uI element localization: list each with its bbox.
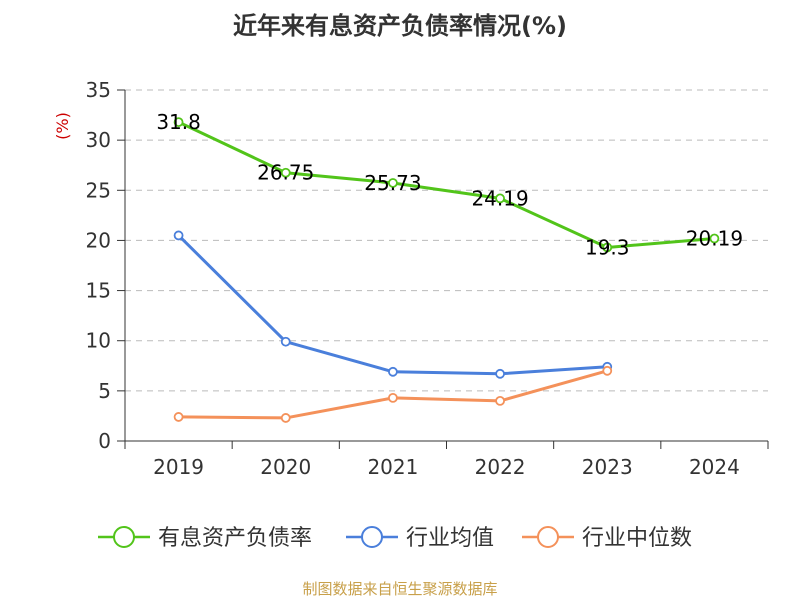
data-label: 25.73 <box>364 171 421 195</box>
data-label: 31.8 <box>156 110 201 134</box>
data-point <box>602 242 613 253</box>
x-tick-label: 2020 <box>260 455 311 479</box>
y-tick-label: 5 <box>98 379 111 403</box>
x-tick-label: 2022 <box>475 455 526 479</box>
y-tick-label: 30 <box>86 128 111 152</box>
data-point <box>388 178 398 188</box>
data-point <box>709 233 720 244</box>
y-tick-label: 25 <box>86 178 111 202</box>
data-label: 19.3 <box>585 235 630 259</box>
x-tick-label: 2019 <box>153 455 204 479</box>
data-point <box>388 392 398 403</box>
data-point <box>173 117 184 127</box>
data-point <box>280 167 291 178</box>
legend-marker <box>113 526 135 548</box>
data-point <box>173 412 184 422</box>
gridlines <box>125 89 768 392</box>
data-point <box>602 365 613 376</box>
y-axis-unit: (%) <box>53 112 72 140</box>
y-tick-label: 10 <box>86 329 111 353</box>
data-point <box>495 193 505 204</box>
data-point <box>280 336 291 347</box>
data-point <box>495 395 505 406</box>
legend-label: 行业中位数 <box>582 526 692 551</box>
legend-label: 有息资产负债率 <box>158 526 312 551</box>
chart-title: 近年来有息资产负债率情况(%) <box>233 12 567 40</box>
legend: 有息资产负债率 行业均值 行业中位数 <box>98 526 692 551</box>
y-tick-label: 15 <box>86 279 111 303</box>
y-tick-label: 0 <box>98 429 111 453</box>
data-point <box>388 366 398 377</box>
data-label: 20.19 <box>686 227 743 251</box>
series-line <box>177 234 608 376</box>
y-tick-label: 35 <box>86 78 111 102</box>
data-point <box>280 413 291 423</box>
y-tick-label: 20 <box>86 228 111 252</box>
axes: 0 5 10 15 20 25 30 35 2019 2020 2021 2022 2023 2024 <box>86 78 769 479</box>
data-point <box>173 230 184 241</box>
x-tick-label: 2021 <box>367 455 418 479</box>
data-labels: 31.8 26.75 25.73 24.19 19.3 20.19 <box>156 110 743 259</box>
legend-label: 行业均值 <box>406 526 494 551</box>
x-tick-label: 2023 <box>582 455 633 479</box>
source-note: 制图数据来自恒生聚源数据库 <box>302 580 498 598</box>
x-tick-label: 2024 <box>689 455 740 479</box>
data-label: 24.19 <box>471 186 528 210</box>
series-lines <box>173 117 720 423</box>
data-label: 26.75 <box>257 161 314 185</box>
legend-marker <box>537 526 559 548</box>
series-line <box>177 120 715 249</box>
data-point <box>495 368 505 379</box>
legend-marker <box>361 526 383 548</box>
